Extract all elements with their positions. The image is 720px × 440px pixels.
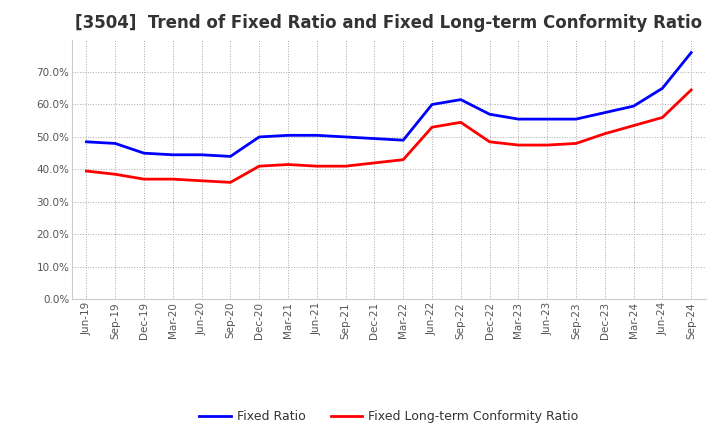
Fixed Long-term Conformity Ratio (600, 131, 609, 136)
Fixed Ratio (312, 133, 321, 138)
Fixed Ratio (629, 103, 638, 109)
Fixed Ratio (658, 86, 667, 91)
Fixed Long-term Conformity Ratio (543, 143, 552, 148)
Fixed Long-term Conformity Ratio (485, 139, 494, 144)
Fixed Ratio (428, 102, 436, 107)
Fixed Ratio (255, 134, 264, 139)
Line: Fixed Ratio: Fixed Ratio (86, 52, 691, 156)
Fixed Ratio (168, 152, 177, 158)
Fixed Long-term Conformity Ratio (226, 180, 235, 185)
Fixed Long-term Conformity Ratio (168, 176, 177, 182)
Fixed Ratio (140, 150, 148, 156)
Fixed Ratio (370, 136, 379, 141)
Fixed Long-term Conformity Ratio (399, 157, 408, 162)
Fixed Ratio (111, 141, 120, 146)
Fixed Long-term Conformity Ratio (284, 162, 292, 167)
Fixed Ratio (284, 133, 292, 138)
Fixed Long-term Conformity Ratio (514, 143, 523, 148)
Fixed Long-term Conformity Ratio (140, 176, 148, 182)
Legend: Fixed Ratio, Fixed Long-term Conformity Ratio: Fixed Ratio, Fixed Long-term Conformity … (194, 405, 583, 428)
Fixed Long-term Conformity Ratio (572, 141, 580, 146)
Fixed Ratio (197, 152, 206, 158)
Fixed Long-term Conformity Ratio (629, 123, 638, 128)
Fixed Ratio (82, 139, 91, 144)
Fixed Long-term Conformity Ratio (341, 164, 350, 169)
Fixed Long-term Conformity Ratio (456, 120, 465, 125)
Fixed Long-term Conformity Ratio (111, 172, 120, 177)
Fixed Ratio (600, 110, 609, 115)
Fixed Long-term Conformity Ratio (312, 164, 321, 169)
Fixed Long-term Conformity Ratio (687, 87, 696, 92)
Fixed Ratio (226, 154, 235, 159)
Fixed Ratio (341, 134, 350, 139)
Fixed Ratio (687, 50, 696, 55)
Fixed Long-term Conformity Ratio (197, 178, 206, 183)
Fixed Long-term Conformity Ratio (82, 169, 91, 174)
Fixed Ratio (572, 117, 580, 122)
Fixed Ratio (399, 138, 408, 143)
Fixed Long-term Conformity Ratio (370, 160, 379, 165)
Fixed Ratio (485, 112, 494, 117)
Fixed Long-term Conformity Ratio (428, 125, 436, 130)
Fixed Long-term Conformity Ratio (658, 115, 667, 120)
Fixed Ratio (543, 117, 552, 122)
Fixed Ratio (456, 97, 465, 102)
Line: Fixed Long-term Conformity Ratio: Fixed Long-term Conformity Ratio (86, 90, 691, 182)
Title: [3504]  Trend of Fixed Ratio and Fixed Long-term Conformity Ratio: [3504] Trend of Fixed Ratio and Fixed Lo… (75, 15, 703, 33)
Fixed Ratio (514, 117, 523, 122)
Fixed Long-term Conformity Ratio (255, 164, 264, 169)
